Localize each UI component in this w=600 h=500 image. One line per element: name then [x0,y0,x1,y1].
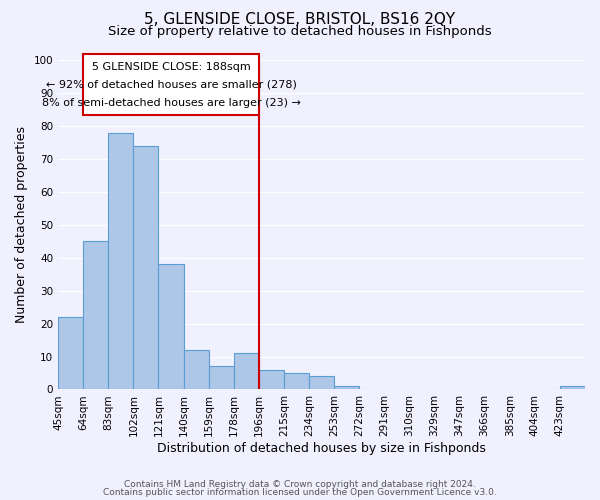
FancyBboxPatch shape [83,54,259,114]
Bar [284,373,309,390]
Text: 5 GLENSIDE CLOSE: 188sqm: 5 GLENSIDE CLOSE: 188sqm [92,62,250,72]
X-axis label: Distribution of detached houses by size in Fishponds: Distribution of detached houses by size … [157,442,486,455]
Bar [108,132,133,390]
Bar [209,366,233,390]
Bar [560,386,585,390]
Text: ← 92% of detached houses are smaller (278): ← 92% of detached houses are smaller (27… [46,80,296,90]
Bar [233,353,259,390]
Text: Size of property relative to detached houses in Fishponds: Size of property relative to detached ho… [108,25,492,38]
Text: Contains HM Land Registry data © Crown copyright and database right 2024.: Contains HM Land Registry data © Crown c… [124,480,476,489]
Bar [309,376,334,390]
Text: 8% of semi-detached houses are larger (23) →: 8% of semi-detached houses are larger (2… [41,98,301,108]
Bar [158,264,184,390]
Text: Contains public sector information licensed under the Open Government Licence v3: Contains public sector information licen… [103,488,497,497]
Bar [184,350,209,390]
Y-axis label: Number of detached properties: Number of detached properties [15,126,28,324]
Bar [83,242,108,390]
Bar [259,370,284,390]
Bar [58,317,83,390]
Text: 5, GLENSIDE CLOSE, BRISTOL, BS16 2QY: 5, GLENSIDE CLOSE, BRISTOL, BS16 2QY [145,12,455,28]
Bar [334,386,359,390]
Bar [133,146,158,390]
